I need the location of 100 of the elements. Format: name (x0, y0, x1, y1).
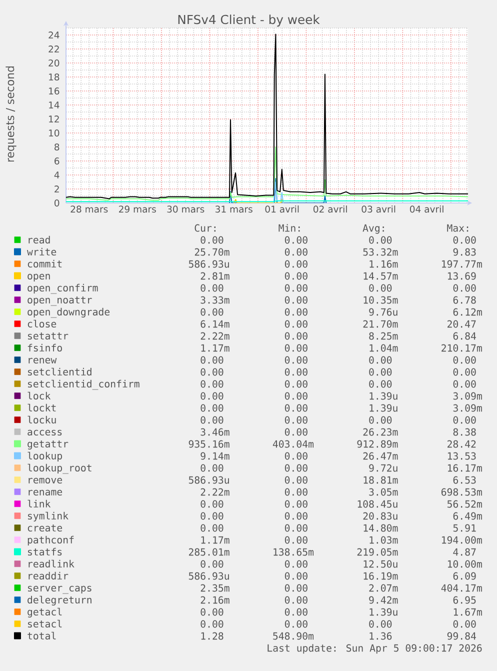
text: 0.00 (200, 236, 224, 244)
text: 0.00 (284, 428, 308, 436)
text: 219.05m (357, 548, 398, 556)
text: 0.00 (284, 320, 308, 328)
text: 1.17m (201, 344, 230, 352)
chart-title: NFSv4 Client - by week (178, 14, 320, 27)
text: 1.03m (370, 536, 398, 544)
legend-label: write (26, 248, 56, 256)
x-tick-label: 03 avril (362, 205, 396, 213)
text: 3.09m (453, 392, 482, 400)
legend-label: setclientid (28, 368, 92, 376)
text: 0.00 (200, 392, 224, 400)
text: 2.22m (200, 488, 230, 496)
text: 21.70m (363, 320, 398, 328)
text: 6.95 (453, 596, 476, 604)
text: 13.69 (448, 272, 476, 280)
text: 3.09m (453, 404, 482, 412)
text: 1.39u (370, 608, 398, 616)
text: 912.89m (357, 440, 398, 448)
line-series (273, 182, 284, 203)
legend-label: readdir (28, 572, 68, 580)
text: 210.17m (442, 344, 482, 352)
x-tick-label: 02 avril (314, 205, 347, 213)
legend-label: lookup_root (28, 464, 92, 474)
text: 13.53 (448, 452, 476, 460)
text: 10.35m (364, 296, 398, 304)
legend-label: lock (28, 392, 51, 400)
text: 0.00 (369, 416, 392, 424)
legend-label: open_noattr (28, 296, 92, 306)
text: 1.28 (201, 632, 224, 640)
y-axis-title: requests / second (6, 66, 16, 162)
text: 20.47 (448, 320, 476, 328)
text: 138.65m (274, 548, 314, 556)
text: 0.00 (200, 356, 224, 364)
text: 0.00 (284, 368, 308, 376)
text: 0.00 (200, 608, 224, 616)
text: 586.93u (188, 572, 229, 580)
y-tick-label: 14 (49, 102, 60, 108)
text: 0.00 (453, 356, 476, 364)
text: 586.93u (188, 476, 229, 484)
text: 99.84 (447, 632, 476, 640)
legend-label: renew (28, 358, 57, 364)
text: 6.84 (453, 332, 476, 340)
legend-label: read (28, 236, 50, 244)
text: 0.00 (284, 512, 308, 520)
text: 6.78 (453, 296, 476, 304)
text: 1.04m (370, 344, 398, 352)
text: 0.00 (284, 236, 308, 244)
text: 0.00 (369, 368, 392, 376)
y-tick-label: 22 (48, 46, 59, 52)
text: 0.00 (369, 620, 392, 628)
text: 0.00 (284, 572, 308, 580)
legend-label: rename (28, 490, 62, 496)
text: 0.00 (284, 620, 308, 628)
legend-label: open (28, 274, 50, 282)
text: Avg: (362, 224, 384, 234)
text: 6.53 (453, 476, 476, 484)
text: 6.14m (200, 320, 230, 328)
legend-label: open_confirm (28, 284, 98, 294)
text: 0.00 (284, 416, 308, 424)
text: 0.00 (284, 452, 308, 460)
legend-label: getattr (28, 440, 68, 450)
text: 10.00m (448, 560, 482, 568)
legend-label: remove (28, 478, 62, 484)
text: 0.00 (284, 584, 308, 592)
text: 3.05m (369, 488, 398, 496)
text: 0.00 (200, 284, 224, 292)
text: 56.52m (447, 500, 482, 508)
y-tick-label: 10 (49, 129, 60, 136)
text: 12.50u (364, 560, 398, 568)
text: 1.17m (201, 536, 230, 544)
text: 197.77m (442, 260, 482, 268)
text: 1.16m (370, 260, 398, 268)
x-tick-label: 28 mars (70, 206, 108, 213)
text: 0.00 (200, 500, 224, 508)
text: 0.00 (284, 260, 308, 268)
text: 935.16m (188, 440, 230, 448)
legend-label: create (28, 524, 62, 532)
legend-label: setacl (28, 620, 62, 628)
text: 0.00 (200, 368, 224, 376)
text: 8.38 (453, 428, 476, 436)
legend-label: access (28, 430, 62, 436)
text: 0.00 (284, 296, 308, 304)
text: 0.00 (369, 284, 392, 292)
text: 0.00 (200, 560, 224, 568)
legend-label: close (28, 320, 56, 328)
text: 6.09 (453, 572, 476, 580)
text: 0.00 (284, 284, 308, 292)
y-tick-label: 18 (49, 73, 60, 80)
text: 0.00 (284, 332, 308, 340)
legend-label: setattr (28, 332, 68, 340)
legend-label: symlink (28, 512, 68, 522)
text: 0.00 (284, 536, 308, 544)
legend-label: fsinfo (28, 344, 62, 352)
legend-label: total (28, 632, 56, 640)
y-tick-label: 2 (54, 186, 59, 192)
text: 0.00 (284, 404, 308, 412)
text: Min: (278, 224, 300, 232)
text: 285.01m (188, 548, 230, 556)
text: 0.00 (200, 620, 224, 628)
